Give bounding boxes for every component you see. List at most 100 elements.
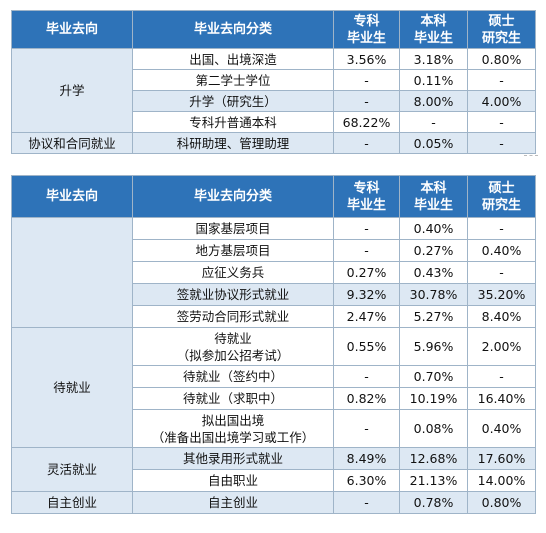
value-cell: 17.60%	[467, 447, 536, 470]
category-cell: 签劳动合同形式就业	[132, 305, 334, 328]
category-cell: 专科升普通本科	[132, 111, 334, 133]
value-cell: -	[467, 217, 536, 240]
group-label: 待就业	[11, 327, 133, 448]
table-row: 自由职业 6.30% 21.13% 14.00%	[12, 469, 536, 492]
value-cell: -	[467, 261, 536, 284]
value-cell: 2.00%	[467, 327, 536, 366]
value-cell: 16.40%	[467, 387, 536, 410]
value-cell: 0.11%	[399, 69, 468, 91]
value-cell: 0.40%	[467, 409, 536, 448]
value-cell: 12.68%	[399, 447, 468, 470]
value-cell: 0.08%	[399, 409, 468, 448]
value-cell: -	[467, 365, 536, 388]
group-label	[11, 217, 133, 328]
category-cell: 自主创业	[132, 491, 334, 514]
value-cell: 35.20%	[467, 283, 536, 306]
table-row: 待就业（求职中） 0.82% 10.19% 16.40%	[12, 387, 536, 410]
table-row: 签就业协议形式就业 9.32% 30.78% 35.20%	[12, 283, 536, 306]
value-cell: 0.05%	[399, 132, 468, 154]
header-row: 毕业去向 毕业去向分类 专科 毕业生 本科 毕业生 硕士 研究生	[11, 175, 536, 218]
value-cell: 2.47%	[333, 305, 400, 328]
category-cell: 待就业（签约中）	[132, 365, 334, 388]
table-row: 升学（研究生） - 8.00% 4.00%	[12, 90, 536, 112]
value-cell: 6.30%	[333, 469, 400, 492]
category-cell: 待就业 （拟参加公招考试）	[132, 327, 334, 366]
category-cell: 国家基层项目	[132, 217, 334, 240]
value-cell: -	[467, 132, 536, 154]
table-row: 灵活就业 其他录用形式就业 8.49% 12.68% 17.60%	[11, 447, 536, 492]
table-row: 地方基层项目 - 0.27% 0.40%	[12, 239, 536, 262]
value-cell: 10.19%	[399, 387, 468, 410]
value-cell: 14.00%	[467, 469, 536, 492]
value-cell: 0.40%	[399, 217, 468, 240]
value-cell: 0.70%	[399, 365, 468, 388]
header-destination: 毕业去向	[11, 175, 133, 218]
table-row: 签劳动合同形式就业 2.47% 5.27% 8.40%	[12, 305, 536, 328]
category-cell: 升学（研究生）	[132, 90, 334, 112]
value-cell: -	[333, 90, 400, 112]
value-cell: 21.13%	[399, 469, 468, 492]
page-mark	[524, 155, 538, 160]
category-cell: 地方基层项目	[132, 239, 334, 262]
category-cell: 其他录用形式就业	[132, 447, 334, 470]
value-cell: 3.18%	[399, 48, 468, 70]
value-cell: 0.80%	[467, 491, 536, 514]
value-cell: -	[333, 491, 400, 514]
value-cell: -	[333, 365, 400, 388]
header-master: 硕士 研究生	[467, 10, 536, 49]
value-cell: 8.00%	[399, 90, 468, 112]
value-cell: 4.00%	[467, 90, 536, 112]
value-cell: 0.78%	[399, 491, 468, 514]
table-row: 自主创业 自主创业 - 0.78% 0.80%	[11, 491, 536, 514]
header-junior-college: 专科 毕业生	[333, 10, 400, 49]
header-undergraduate: 本科 毕业生	[399, 10, 468, 49]
group-label: 灵活就业	[11, 447, 133, 492]
value-cell: 8.49%	[333, 447, 400, 470]
group-label: 自主创业	[11, 491, 133, 514]
value-cell: 0.82%	[333, 387, 400, 410]
table-row: 国家基层项目 - 0.40% -	[11, 217, 536, 328]
category-cell: 签就业协议形式就业	[132, 283, 334, 306]
value-cell: 0.80%	[467, 48, 536, 70]
value-cell: 5.96%	[399, 327, 468, 366]
category-cell: 科研助理、管理助理	[132, 132, 334, 154]
value-cell: -	[399, 111, 468, 133]
category-cell: 拟出国出境 （准备出国出境学习或工作）	[132, 409, 334, 448]
value-cell: -	[333, 409, 400, 448]
value-cell: 30.78%	[399, 283, 468, 306]
value-cell: 0.27%	[333, 261, 400, 284]
header-category: 毕业去向分类	[132, 175, 334, 218]
value-cell: -	[467, 69, 536, 91]
value-cell: -	[333, 132, 400, 154]
header-master: 硕士 研究生	[467, 175, 536, 218]
value-cell: 0.55%	[333, 327, 400, 366]
table-employment: 毕业去向 毕业去向分类 专科 毕业生 本科 毕业生 硕士 研究生 国家基层项目 - 0…	[11, 175, 536, 514]
category-cell: 待就业（求职中）	[132, 387, 334, 410]
value-cell: -	[333, 239, 400, 262]
category-cell: 第二学士学位	[132, 69, 334, 91]
value-cell: 0.40%	[467, 239, 536, 262]
value-cell: 9.32%	[333, 283, 400, 306]
value-cell: 0.27%	[399, 239, 468, 262]
header-junior-college: 专科 毕业生	[333, 175, 400, 218]
value-cell: 68.22%	[333, 111, 400, 133]
table-further-study: 毕业去向 毕业去向分类 专科 毕业生 本科 毕业生 硕士 研究生 升学 出国、出境深造…	[11, 10, 536, 154]
category-cell: 出国、出境深造	[132, 48, 334, 70]
category-cell: 应征义务兵	[132, 261, 334, 284]
value-cell: 5.27%	[399, 305, 468, 328]
table-row: 待就业 待就业 （拟参加公招考试） 0.55% 5.96% 2.00%	[11, 327, 536, 448]
category-cell: 自由职业	[132, 469, 334, 492]
header-category: 毕业去向分类	[132, 10, 334, 49]
value-cell: -	[467, 111, 536, 133]
header-undergraduate: 本科 毕业生	[399, 175, 468, 218]
group-label: 升学	[11, 48, 133, 133]
value-cell: 3.56%	[333, 48, 400, 70]
group-label: 协议和合同就业	[11, 132, 133, 154]
value-cell: 8.40%	[467, 305, 536, 328]
header-destination: 毕业去向	[11, 10, 133, 49]
value-cell: -	[333, 217, 400, 240]
value-cell: -	[333, 69, 400, 91]
header-row: 毕业去向 毕业去向分类 专科 毕业生 本科 毕业生 硕士 研究生	[11, 10, 536, 49]
table-row: 协议和合同就业 科研助理、管理助理 - 0.05% -	[11, 132, 536, 154]
table-row: 升学 出国、出境深造 3.56% 3.18% 0.80%	[11, 48, 536, 133]
